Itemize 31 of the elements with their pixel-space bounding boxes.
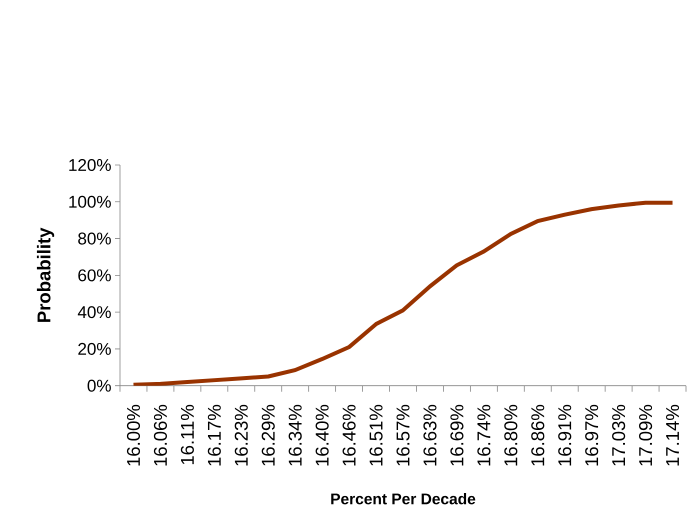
x-tick-label: 16.34% [288, 404, 302, 466]
x-tick-label: 16.17% [208, 404, 221, 466]
x-tick-label: 16.00% [126, 404, 140, 466]
y-tick-label: 60% [78, 269, 111, 282]
x-tick-label: 16.97% [585, 404, 598, 466]
x-tick-label: 17.09% [639, 404, 652, 466]
y-tick-label: 0% [88, 380, 111, 392]
y-tick-label: 20% [78, 342, 111, 355]
x-tick-label: 16.11% [180, 404, 194, 464]
x-tick-label: 16.06% [154, 404, 167, 466]
x-tick-label: 17.14% [666, 404, 680, 466]
x-tick-label: 16.46% [342, 404, 356, 466]
x-tick-label: 16.63% [423, 404, 437, 466]
x-tick-label: 16.74% [477, 404, 490, 466]
y-axis-title: Probability [36, 228, 54, 322]
x-tick-label: 16.23% [234, 404, 248, 466]
line-series [131, 200, 675, 386]
y-tick-label: 120% [69, 158, 111, 172]
x-tick-label: 17.03% [612, 404, 626, 466]
x-tick-label: 16.86% [531, 404, 544, 466]
y-tick-label: 40% [78, 306, 111, 318]
x-tick-label: 16.69% [450, 404, 464, 466]
x-tick-label: 16.51% [369, 404, 383, 466]
y-tick-label: 80% [78, 232, 111, 245]
x-axis-title: Percent Per Decade [331, 493, 476, 504]
y-tick-label: 100% [69, 196, 111, 208]
x-tick-label: 16.57% [396, 404, 410, 466]
x-tick-label: 16.91% [558, 404, 572, 466]
x-tick-label: 16.80% [504, 404, 518, 466]
x-tick-label: 16.29% [262, 404, 275, 466]
x-tick-label: 16.40% [316, 404, 329, 466]
